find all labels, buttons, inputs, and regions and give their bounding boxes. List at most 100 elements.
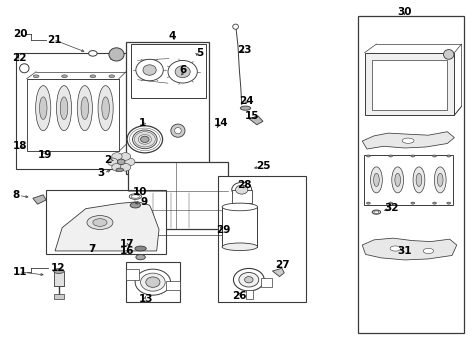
Ellipse shape	[433, 202, 437, 204]
Text: 3: 3	[98, 168, 105, 178]
Ellipse shape	[392, 167, 403, 193]
Bar	[261, 278, 273, 287]
Ellipse shape	[411, 202, 415, 204]
Text: 32: 32	[384, 203, 399, 213]
Ellipse shape	[77, 86, 92, 130]
Text: 24: 24	[239, 95, 254, 105]
Ellipse shape	[174, 128, 181, 134]
Ellipse shape	[233, 24, 238, 29]
Text: 5: 5	[196, 48, 203, 58]
Ellipse shape	[112, 153, 122, 160]
Ellipse shape	[136, 59, 163, 81]
Text: 19: 19	[37, 150, 52, 160]
Polygon shape	[55, 202, 159, 251]
Polygon shape	[362, 238, 457, 260]
Ellipse shape	[135, 269, 171, 295]
Ellipse shape	[19, 64, 29, 73]
Ellipse shape	[62, 75, 67, 78]
Ellipse shape	[423, 248, 434, 254]
Bar	[126, 262, 180, 302]
Ellipse shape	[116, 168, 124, 172]
Text: 22: 22	[12, 53, 27, 63]
Text: 14: 14	[213, 118, 228, 128]
Ellipse shape	[444, 49, 454, 59]
Ellipse shape	[416, 173, 422, 187]
Ellipse shape	[366, 202, 370, 204]
Ellipse shape	[374, 173, 379, 187]
Ellipse shape	[135, 246, 146, 251]
Ellipse shape	[438, 173, 443, 187]
Ellipse shape	[390, 246, 401, 251]
Polygon shape	[249, 116, 263, 125]
Text: 18: 18	[12, 141, 27, 151]
Ellipse shape	[109, 75, 115, 78]
Text: 30: 30	[398, 7, 412, 17]
Bar	[365, 53, 455, 115]
Ellipse shape	[118, 159, 125, 165]
Ellipse shape	[93, 219, 107, 226]
Ellipse shape	[146, 277, 160, 287]
Ellipse shape	[366, 155, 370, 157]
Polygon shape	[33, 195, 46, 204]
Polygon shape	[273, 268, 284, 277]
Bar	[126, 42, 209, 174]
Ellipse shape	[389, 202, 392, 204]
Text: 25: 25	[256, 161, 270, 171]
Ellipse shape	[447, 155, 451, 157]
Ellipse shape	[39, 97, 47, 119]
Bar	[364, 155, 454, 205]
Bar	[128, 162, 228, 229]
Bar	[218, 176, 306, 302]
Text: 12: 12	[50, 263, 65, 273]
Ellipse shape	[129, 194, 142, 199]
Bar	[372, 60, 447, 110]
Text: 13: 13	[139, 294, 153, 304]
Text: 11: 11	[12, 267, 27, 277]
Ellipse shape	[413, 167, 425, 193]
Ellipse shape	[133, 130, 157, 149]
Text: 15: 15	[245, 111, 260, 121]
Ellipse shape	[90, 75, 96, 78]
Bar	[46, 190, 166, 254]
Ellipse shape	[447, 202, 451, 204]
Text: 31: 31	[398, 246, 412, 256]
Text: 29: 29	[216, 225, 230, 235]
Ellipse shape	[112, 164, 122, 171]
Ellipse shape	[36, 86, 51, 130]
Ellipse shape	[33, 75, 39, 78]
Ellipse shape	[141, 136, 149, 142]
Ellipse shape	[433, 155, 437, 157]
Text: 26: 26	[232, 291, 247, 301]
Text: 9: 9	[140, 197, 147, 207]
Ellipse shape	[87, 216, 113, 229]
Text: 23: 23	[237, 45, 252, 55]
Ellipse shape	[234, 268, 264, 291]
Ellipse shape	[171, 124, 185, 137]
Ellipse shape	[434, 167, 446, 193]
Ellipse shape	[102, 97, 109, 119]
Ellipse shape	[56, 86, 72, 130]
Ellipse shape	[389, 155, 392, 157]
Bar	[27, 79, 119, 151]
Ellipse shape	[120, 153, 131, 160]
Ellipse shape	[240, 106, 251, 110]
Text: 28: 28	[237, 180, 251, 190]
Ellipse shape	[130, 203, 141, 208]
Ellipse shape	[371, 167, 383, 193]
Ellipse shape	[120, 164, 131, 171]
Ellipse shape	[108, 158, 118, 166]
Text: 17: 17	[120, 239, 135, 249]
Ellipse shape	[239, 272, 259, 287]
Text: 10: 10	[133, 187, 147, 197]
Ellipse shape	[136, 255, 146, 260]
Ellipse shape	[141, 273, 165, 291]
Bar	[357, 16, 464, 333]
Ellipse shape	[402, 138, 414, 143]
Ellipse shape	[395, 173, 401, 187]
Ellipse shape	[127, 126, 163, 153]
Ellipse shape	[411, 155, 415, 157]
Bar	[131, 44, 206, 98]
Text: 1: 1	[139, 118, 146, 128]
Bar	[126, 269, 139, 280]
Text: 8: 8	[12, 190, 20, 200]
